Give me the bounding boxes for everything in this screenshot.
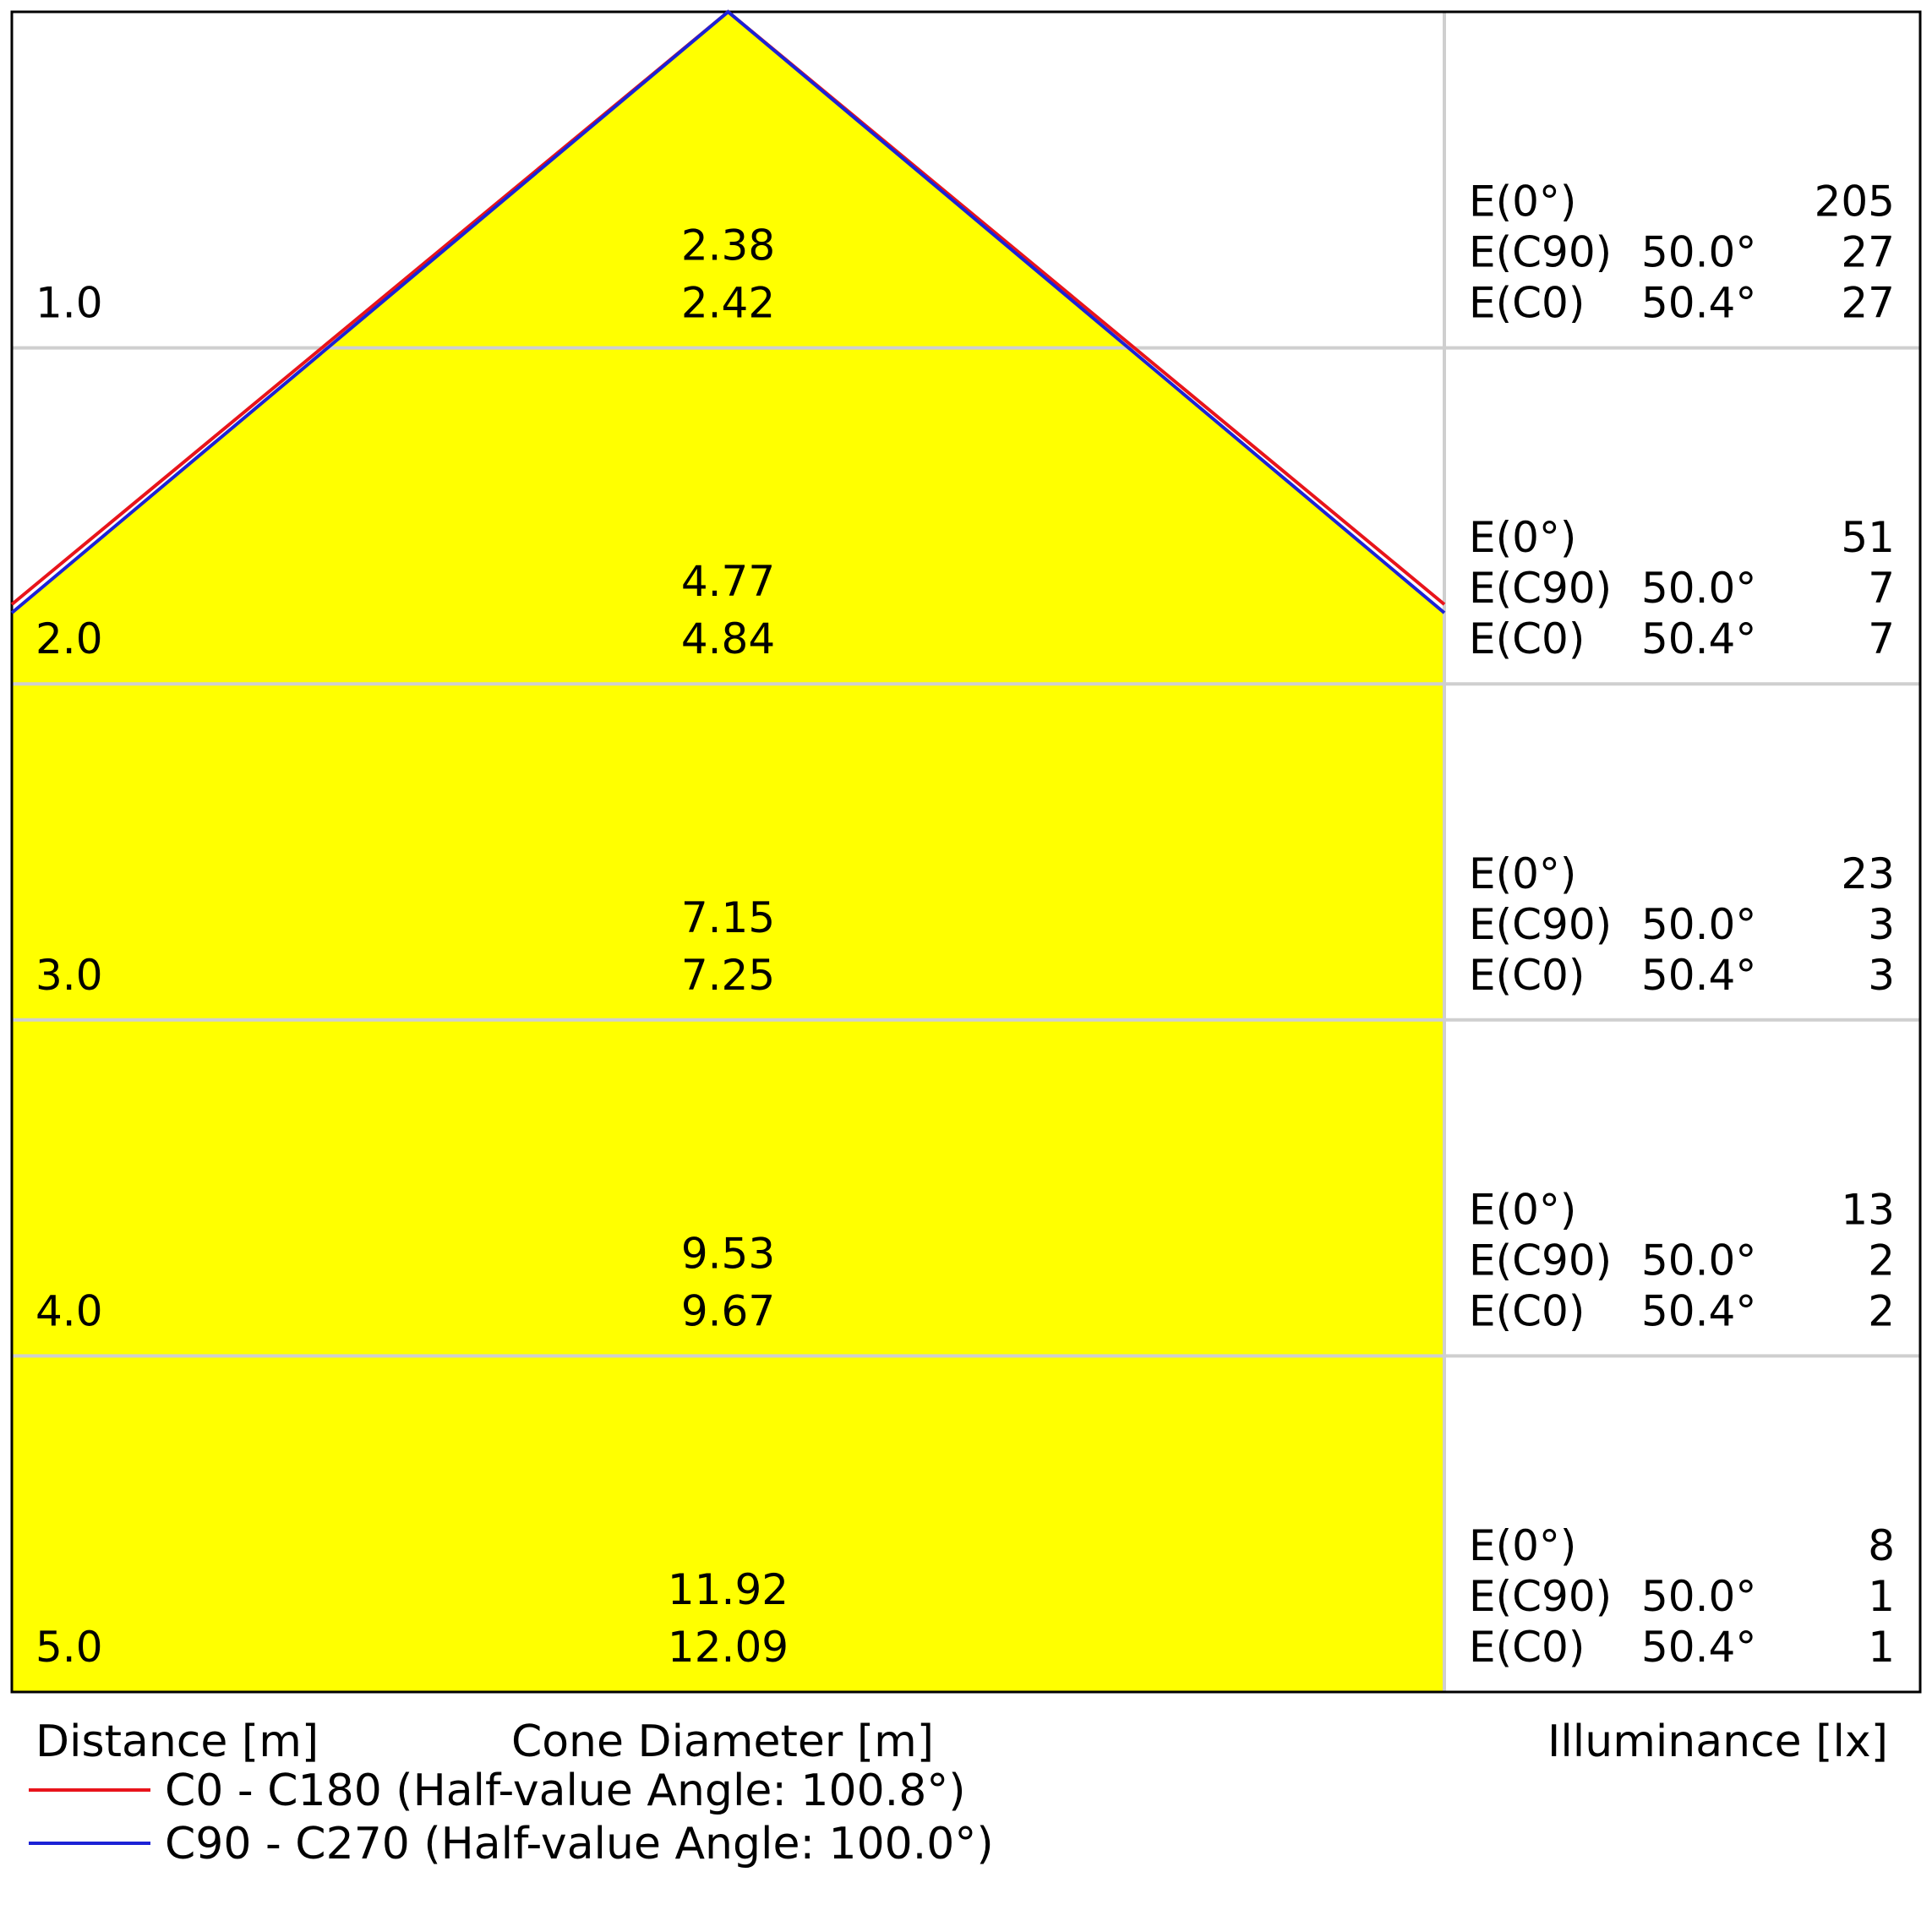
illuminance-row-label: E(C0) xyxy=(1469,279,1585,328)
illuminance-row-value: 1 xyxy=(1868,1623,1895,1672)
illuminance-row-label: E(C0) xyxy=(1469,614,1585,663)
cone-diameter-c0-label: 7.25 xyxy=(681,951,775,1000)
legend-label: C0 - C180 (Half-value Angle: 100.8°) xyxy=(165,1766,966,1816)
cone-fill xyxy=(12,12,1444,1692)
cone-diameter-c90-label: 2.38 xyxy=(681,221,775,270)
axis-labels: Distance [m] Cone Diameter [m] Illuminan… xyxy=(35,1716,1888,1767)
illuminance-row-label: E(0°) xyxy=(1469,513,1576,562)
illuminance-row-angle: 50.4° xyxy=(1641,1286,1756,1335)
illuminance-row-value: 2 xyxy=(1868,1286,1895,1335)
cone-diameter-c0-label: 12.09 xyxy=(668,1623,789,1672)
cone-diameter-c0-label: 9.67 xyxy=(681,1286,775,1335)
illuminance-row-angle: 50.4° xyxy=(1641,951,1756,1000)
distance-label: 2.0 xyxy=(35,614,103,663)
illuminance-row-angle: 50.4° xyxy=(1641,279,1756,328)
illuminance-row-angle: 50.4° xyxy=(1641,614,1756,663)
cone-diameter-c90-label: 11.92 xyxy=(668,1565,789,1614)
illuminance-row-value: 3 xyxy=(1868,900,1895,949)
illuminance-row-value: 7 xyxy=(1868,614,1895,663)
illuminance-row-label: E(C0) xyxy=(1469,951,1585,1000)
illuminance-row-label: E(C90) xyxy=(1469,900,1612,949)
chart-frame xyxy=(10,10,1922,1694)
illuminance-row-angle: 50.0° xyxy=(1641,228,1756,277)
illuminance-row-angle: 50.0° xyxy=(1641,900,1756,949)
illuminance-row-label: E(C0) xyxy=(1469,1623,1585,1672)
illuminance-row-value: 1 xyxy=(1868,1572,1895,1621)
distance-label: 1.0 xyxy=(35,279,103,328)
cone-diameter-c90-label: 4.77 xyxy=(681,557,775,606)
illuminance-row-value: 7 xyxy=(1868,564,1895,613)
illuminance-row-label: E(0°) xyxy=(1469,177,1576,226)
illuminance-row-value: 27 xyxy=(1841,228,1895,277)
cone-diameter-c90-label: 9.53 xyxy=(681,1229,775,1278)
illuminance-row-label: E(C90) xyxy=(1469,564,1612,613)
illuminance-row-angle: 50.0° xyxy=(1641,1236,1756,1285)
illuminance-row-label: E(0°) xyxy=(1469,849,1576,898)
illuminance-row-label: E(C90) xyxy=(1469,1236,1612,1285)
legend: C0 - C180 (Half-value Angle: 100.8°)C90 … xyxy=(29,1766,994,1869)
legend-label: C90 - C270 (Half-value Angle: 100.0°) xyxy=(165,1819,994,1869)
illuminance-row-value: 51 xyxy=(1841,513,1895,562)
illuminance-row-label: E(C90) xyxy=(1469,228,1612,277)
illuminance-row-label: E(C0) xyxy=(1469,1286,1585,1335)
illuminance-row-label: E(0°) xyxy=(1469,1521,1576,1570)
illuminance-axis-label: Illuminance [lx] xyxy=(1547,1716,1888,1767)
illuminance-row-value: 2 xyxy=(1868,1236,1895,1285)
grid-lines xyxy=(12,12,1920,1692)
beam-lines xyxy=(10,9,1446,614)
illuminance-row-value: 23 xyxy=(1841,849,1895,898)
illuminance-row-value: 27 xyxy=(1841,279,1895,328)
illuminance-row-angle: 50.4° xyxy=(1641,1623,1756,1672)
cone-diameter-c90-label: 7.15 xyxy=(681,893,775,942)
illuminance-row-angle: 50.0° xyxy=(1641,1572,1756,1621)
cone-axis-label: Cone Diameter [m] xyxy=(511,1716,934,1767)
illuminance-row-value: 205 xyxy=(1815,177,1895,226)
illuminance-row-value: 8 xyxy=(1868,1521,1895,1570)
distance-label: 4.0 xyxy=(35,1286,103,1335)
illuminance-row-value: 13 xyxy=(1841,1185,1895,1234)
illuminance-row-value: 3 xyxy=(1868,951,1895,1000)
distance-label: 5.0 xyxy=(35,1623,103,1672)
illuminance-row-angle: 50.0° xyxy=(1641,564,1756,613)
distance-axis-label: Distance [m] xyxy=(35,1716,319,1767)
cone-diameter-c0-label: 4.84 xyxy=(681,614,775,663)
beam-line-c90-c270 xyxy=(10,9,1446,614)
distance-label: 3.0 xyxy=(35,951,103,1000)
illuminance-row-label: E(C90) xyxy=(1469,1572,1612,1621)
illuminance-row-label: E(0°) xyxy=(1469,1185,1576,1234)
cone-diameter-c0-label: 2.42 xyxy=(681,279,775,328)
